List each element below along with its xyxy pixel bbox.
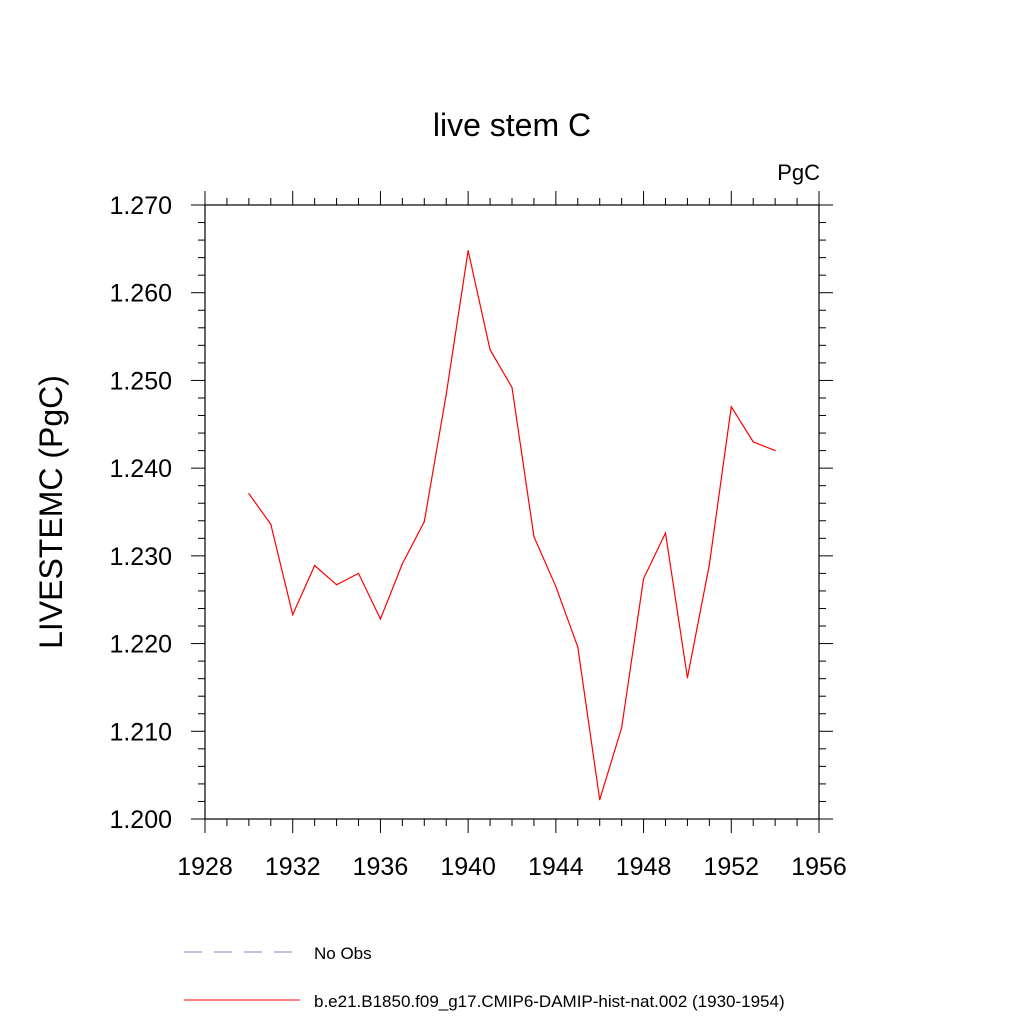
data-point (752, 441, 754, 443)
y-tick-label: 1.260 (109, 280, 172, 308)
x-tick-label: 1936 (353, 853, 409, 881)
x-tick-label: 1952 (703, 853, 759, 881)
units-label: PgC (777, 160, 820, 185)
x-tick-label: 1940 (440, 853, 496, 881)
data-point (730, 406, 732, 408)
x-tick-label: 1928 (177, 853, 233, 881)
x-tick-label: 1948 (616, 853, 672, 881)
data-point (401, 563, 403, 565)
y-tick-label: 1.220 (109, 631, 172, 659)
data-point (467, 250, 469, 252)
data-point (292, 614, 294, 616)
data-point (774, 450, 776, 452)
y-tick-label: 1.250 (109, 367, 172, 395)
data-point (555, 585, 557, 588)
legend-label: b.e21.B1850.f09_g17.CMIP6-DAMIP-hist-nat… (314, 992, 785, 1011)
data-point (621, 727, 623, 729)
data-point (270, 523, 272, 525)
x-tick-label: 1944 (528, 853, 584, 881)
data-point (599, 799, 601, 801)
y-tick-label: 1.200 (109, 806, 172, 834)
data-point (248, 492, 250, 495)
y-axis-label: LIVESTEMC (PgC) (33, 375, 69, 649)
data-point (533, 535, 535, 538)
data-point (423, 521, 425, 523)
y-tick-labels: 1.200 1.210 1.220 1.230 1.240 1.250 1.260 1.270 (109, 192, 172, 834)
chart-title: live stem C (433, 107, 591, 143)
data-point (511, 386, 513, 389)
axis-ticks (191, 191, 833, 833)
plot-frame (204, 204, 820, 820)
x-tick-label: 1956 (791, 853, 847, 881)
data-point (314, 564, 316, 567)
legend: No Obs b.e21.B1850.f09_g17.CMIP6-DAMIP-hi… (184, 944, 785, 1011)
data-point (379, 618, 382, 620)
x-tick-labels: 1928 1932 1936 1940 1944 1948 1952 1956 (177, 853, 847, 881)
legend-label: No Obs (314, 944, 372, 963)
x-tick-label: 1932 (265, 853, 321, 881)
data-point (708, 564, 710, 566)
series-layer (248, 250, 776, 801)
y-tick-label: 1.240 (109, 455, 172, 483)
y-tick-label: 1.230 (109, 543, 172, 571)
data-point (577, 646, 579, 648)
data-point (335, 584, 338, 586)
y-tick-label: 1.270 (109, 192, 172, 220)
y-tick-label: 1.210 (109, 718, 172, 746)
series-line (248, 250, 776, 800)
data-point (642, 578, 645, 580)
data-point (664, 532, 667, 534)
data-point (686, 677, 689, 679)
data-point (445, 393, 447, 396)
data-point (489, 349, 491, 351)
data-point (357, 572, 360, 575)
